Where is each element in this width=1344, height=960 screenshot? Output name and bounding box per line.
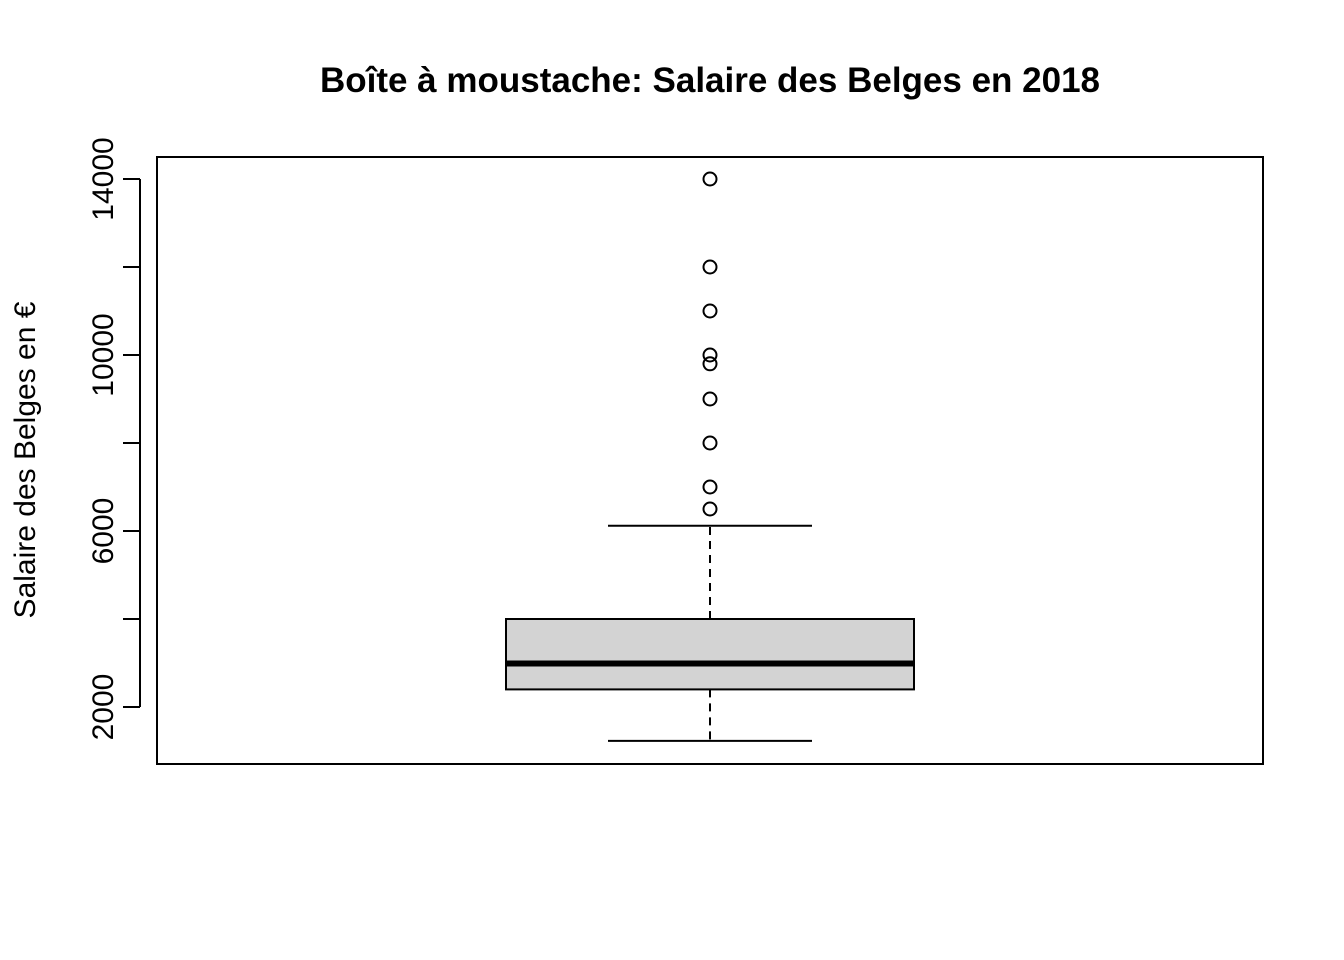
y-tick-label: 2000 [87,674,120,741]
outlier-point [702,259,718,275]
chart-title: Boîte à moustache: Salaire des Belges en… [320,61,1100,100]
iqr-box [505,618,915,691]
y-axis: 2000 6000 10000 14000 [87,137,141,741]
outlier-point [702,435,718,451]
outlier-point [702,479,718,495]
plot-frame [156,156,1264,765]
y-axis-label: Salaire des Belges en € [9,301,42,618]
y-tick-label: 14000 [87,137,120,220]
outlier-point [702,171,718,187]
boxplot [505,171,915,742]
outlier-point [702,356,718,372]
outlier-point [702,501,718,517]
y-tick-label: 6000 [87,498,120,565]
outlier-point [702,347,718,363]
outlier-point [702,303,718,319]
outlier-point [702,391,718,407]
y-tick-label: 10000 [87,313,120,396]
